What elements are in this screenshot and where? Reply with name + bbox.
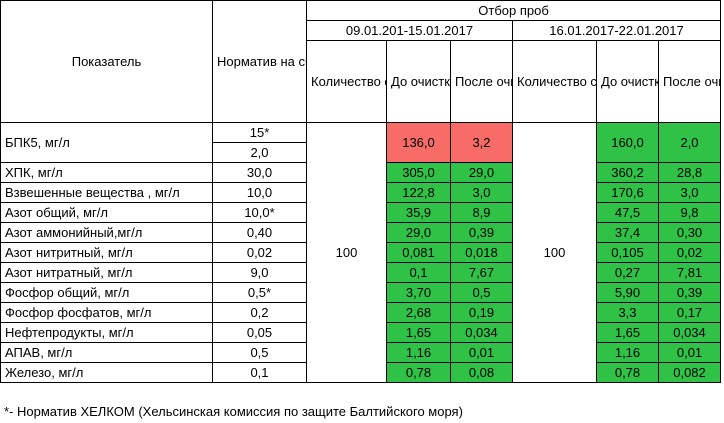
- after-value-1: 8,9: [450, 202, 513, 223]
- drains-pct-value-2: 100: [512, 122, 597, 383]
- before-value-2: 3,3: [596, 302, 659, 323]
- norm-value-secondary: 2,0: [212, 142, 307, 163]
- indicator-name: АПАВ, мг/л: [0, 342, 213, 363]
- before-value-1: 3,70: [386, 282, 451, 303]
- table-row: Азот общий, мг/л 10,0* 35,9 8,9 47,5 9,8: [0, 202, 722, 223]
- before-value-1: 0,1: [386, 262, 451, 283]
- header-before-1: До очистки: [386, 40, 451, 123]
- before-value-1: 0,081: [386, 242, 451, 263]
- indicator-name: Азот общий, мг/л: [0, 202, 213, 223]
- after-value-2: 3,0: [657, 182, 722, 203]
- after-value-1: 3,0: [450, 182, 513, 203]
- norm-value: 0,40: [212, 222, 307, 243]
- after-value-2: 0,034: [657, 322, 722, 343]
- before-value-1: 29,0: [386, 222, 451, 243]
- indicator-name: БПК5, мг/л: [0, 122, 213, 163]
- indicator-name: Железо, мг/л: [0, 362, 213, 383]
- table-row: БПК5, мг/л 15* 100 136,0 3,2 100 160,0 2…: [0, 122, 722, 383]
- before-value-2: 0,105: [596, 242, 659, 263]
- table-row: Азот нитратный, мг/л 9,0 0,1 7,67 0,27 7…: [0, 262, 722, 283]
- header-indicator: Показатель: [0, 0, 213, 123]
- norm-value: 10,0*: [212, 202, 307, 223]
- after-value-1: 3,2: [450, 122, 513, 163]
- before-value-2: 37,4: [596, 222, 659, 243]
- before-value-1: 1,16: [386, 342, 451, 363]
- norm-value: 0,2: [212, 302, 307, 323]
- header-drains-pct-2: Количество стоков, прошедших очистку, %: [512, 40, 597, 123]
- before-value-1: 305,0: [386, 162, 451, 183]
- after-value-1: 0,018: [450, 242, 513, 263]
- table-row: Фосфор фосфатов, мг/л 0,2 2,68 0,19 3,3 …: [0, 302, 722, 323]
- before-value-2: 160,0: [596, 122, 659, 163]
- norm-value: 10,0: [212, 182, 307, 203]
- header-period-2: 16.01.2017-22.01.2017: [511, 20, 722, 41]
- norm-value: 15*: [212, 122, 307, 143]
- norm-value: 0,5: [212, 342, 307, 363]
- after-value-1: 7,67: [450, 262, 513, 283]
- after-value-2: 0,02: [657, 242, 722, 263]
- indicator-name: Азот нитратный, мг/л: [0, 262, 213, 283]
- after-value-2: 9,8: [657, 202, 722, 223]
- indicator-name: Взвешенные вещества , мг/л: [0, 182, 213, 203]
- header-before-2: До очистки: [596, 40, 659, 123]
- table-row: Азот аммонийный,мг/л 0,40 29,0 0,39 37,4…: [0, 222, 722, 243]
- norm-value: 0,02: [212, 242, 307, 263]
- after-value-2: 2,0: [657, 122, 722, 163]
- after-value-1: 29,0: [450, 162, 513, 183]
- header-sampling: Отбор проб: [305, 0, 722, 21]
- before-value-1: 136,0: [386, 122, 451, 163]
- norm-value: 0,05: [212, 322, 307, 343]
- after-value-1: 0,08: [450, 362, 513, 383]
- header-after-2: После очистки: [657, 40, 722, 123]
- indicator-name: Азот аммонийный,мг/л: [0, 222, 213, 243]
- after-value-1: 0,19: [450, 302, 513, 323]
- after-value-2: 7,81: [657, 262, 722, 283]
- after-value-1: 0,01: [450, 342, 513, 363]
- after-value-1: 0,39: [450, 222, 513, 243]
- norm-value: 9,0: [212, 262, 307, 283]
- before-value-2: 5,90: [596, 282, 659, 303]
- before-value-1: 1,65: [386, 322, 451, 343]
- norm-value: 30,0: [212, 162, 307, 183]
- norm-value: 0,1: [212, 362, 307, 383]
- table-row: Железо, мг/л 0,1 0,78 0,08 0,78 0,082: [0, 362, 722, 383]
- after-value-2: 0,39: [657, 282, 722, 303]
- indicator-name: Нефтепродукты, мг/л: [0, 322, 213, 343]
- before-value-2: 47,5: [596, 202, 659, 223]
- after-value-2: 0,082: [657, 362, 722, 383]
- header-after-1: После очистки: [450, 40, 513, 123]
- before-value-1: 122,8: [386, 182, 451, 203]
- before-value-1: 0,78: [386, 362, 451, 383]
- norm-value: 0,5*: [212, 282, 307, 303]
- footnote: *- Норматив ХЕЛКОМ (Хельсинская комиссия…: [4, 404, 463, 419]
- table-row: Азот нитритный, мг/л 0,02 0,081 0,018 0,…: [0, 242, 722, 263]
- indicator-name: Фосфор фосфатов, мг/л: [0, 302, 213, 323]
- after-value-1: 0,034: [450, 322, 513, 343]
- before-value-1: 35,9: [386, 202, 451, 223]
- after-value-1: 0,5: [450, 282, 513, 303]
- before-value-1: 2,68: [386, 302, 451, 323]
- before-value-2: 170,6: [596, 182, 659, 203]
- drains-pct-value-1: 100: [306, 122, 387, 383]
- before-value-2: 0,27: [596, 262, 659, 283]
- before-value-2: 1,16: [596, 342, 659, 363]
- indicator-name: Фосфор общий, мг/л: [0, 282, 213, 303]
- after-value-2: 0,01: [657, 342, 722, 363]
- after-value-2: 0,17: [657, 302, 722, 323]
- before-value-2: 1,65: [596, 322, 659, 343]
- header-drains-pct-1: Количество стоков, прошедших очистку, %: [306, 40, 387, 123]
- results-table: Показатель Норматив на сброс Отбор проб …: [0, 0, 722, 383]
- after-value-2: 0,30: [657, 222, 722, 243]
- header-period-1: 09.01.201-15.01.2017: [306, 20, 513, 41]
- header-norm: Норматив на сброс: [212, 0, 307, 123]
- indicator-name: Азот нитритный, мг/л: [0, 242, 213, 263]
- before-value-2: 360,2: [596, 162, 659, 183]
- before-value-2: 0,78: [596, 362, 659, 383]
- indicator-name: ХПК, мг/л: [0, 162, 213, 183]
- after-value-2: 28,8: [657, 162, 722, 183]
